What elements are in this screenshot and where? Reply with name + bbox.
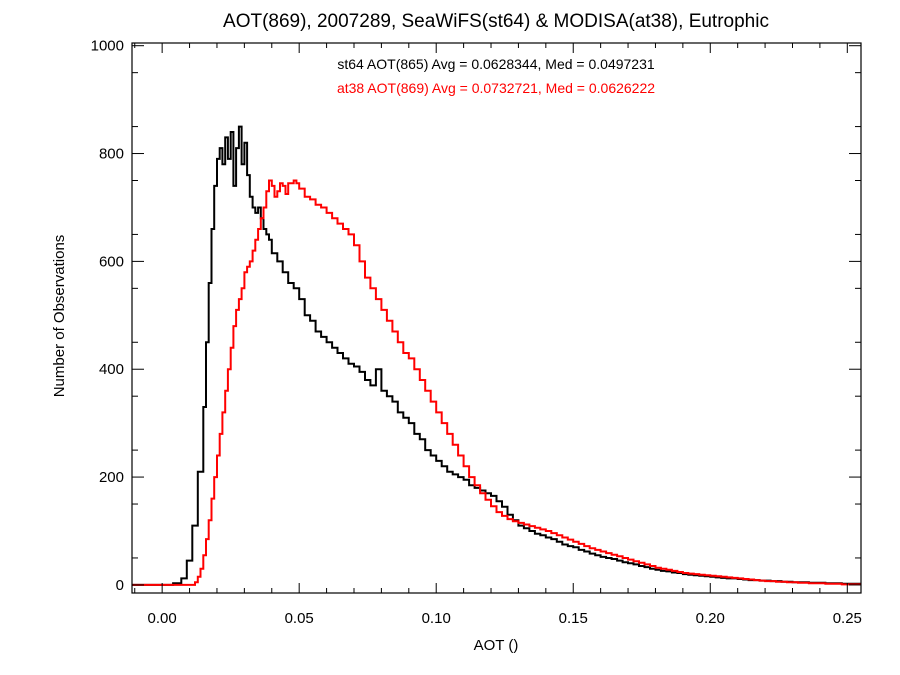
y-tick-label: 800 <box>99 146 124 163</box>
x-tick-label: 0.15 <box>559 610 588 627</box>
chart-title: AOT(869), 2007289, SeaWiFS(st64) & MODIS… <box>223 11 769 32</box>
y-axis-label: Number of Observations <box>51 235 68 398</box>
y-tick-label: 600 <box>99 253 124 270</box>
y-tick-label: 0 <box>116 577 124 594</box>
y-tick-label: 400 <box>99 361 124 378</box>
series-line-1 <box>132 179 861 586</box>
y-tick-label: 200 <box>99 469 124 486</box>
annotation-st64: st64 AOT(865) Avg = 0.0628344, Med = 0.0… <box>337 56 655 72</box>
y-tick-label: 1000 <box>91 38 124 55</box>
series-layer <box>132 125 861 586</box>
x-tick-label: 0.25 <box>833 610 862 627</box>
axes-layer: 0.00 0.05 0.10 0.15 0.20 0.25 0 200 400 600 800 100… <box>91 38 862 627</box>
x-tick-label: 0.20 <box>696 610 725 627</box>
annotation-at38: at38 AOT(869) Avg = 0.0732721, Med = 0.0… <box>337 80 655 96</box>
x-axis-label: AOT () <box>474 637 519 654</box>
series-line-0 <box>132 125 861 586</box>
x-tick-label: 0.05 <box>285 610 314 627</box>
plot-frame <box>131 42 862 594</box>
x-tick-label: 0.00 <box>148 610 177 627</box>
x-tick-label: 0.10 <box>422 610 451 627</box>
